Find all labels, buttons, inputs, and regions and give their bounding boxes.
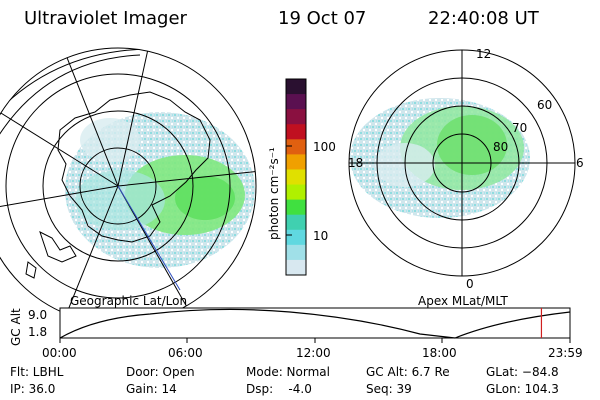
timeline-xtick-2: 12:00 [296, 346, 331, 360]
status-ip: IP: 36.0 [10, 382, 56, 396]
colorbar-band [286, 244, 306, 261]
status-filter: Flt: LBHL [10, 365, 64, 379]
colorbar-band [286, 184, 306, 201]
apex-polar-plot [348, 49, 576, 277]
timeline-ytick-bottom: 1.8 [28, 325, 48, 339]
mlat-label-80: 80 [493, 140, 509, 154]
colorbar [286, 79, 306, 276]
timeline-ytick-top: 9.0 [28, 308, 48, 322]
mlt-label-0: 0 [466, 277, 474, 291]
mlat-label-70: 70 [512, 121, 528, 135]
altitude-curve [59, 308, 571, 339]
status-gc-alt: GC Alt: 6.7 Re [366, 365, 450, 379]
timeline-xtick-0: 00:00 [42, 346, 77, 360]
mlat-label-60: 60 [537, 98, 553, 112]
geographic-caption: Geographic Lat/Lon [70, 294, 188, 308]
instrument-title: Ultraviolet Imager [24, 8, 187, 29]
mlt-label-6: 6 [576, 156, 584, 170]
colorbar-band [286, 139, 306, 155]
timeline-axis-label: GC Alt [9, 308, 23, 346]
colorbar-band [286, 199, 306, 216]
date-label: 19 Oct 07 [278, 8, 367, 29]
colorbar-band [286, 214, 306, 231]
colorbar-unit-label: photon cm⁻²s⁻¹ [267, 147, 281, 240]
status-glon: GLon: 104.3 [486, 382, 559, 396]
timeline-xtick-4: 23:59 [548, 346, 583, 360]
geographic-map [0, 48, 256, 324]
timeline-xtick-1: 06:00 [168, 346, 203, 360]
coastline [57, 91, 211, 243]
status-gain: Gain: 14 [126, 382, 177, 396]
colorbar-band [286, 229, 306, 246]
colorbar-band [286, 124, 306, 140]
colorbar-tick-100: 100 [313, 140, 336, 154]
colorbar-band [286, 94, 306, 110]
mlt-label-18: 18 [348, 156, 364, 170]
colorbar-tick-10: 10 [313, 229, 329, 243]
mlt-label-12: 12 [476, 47, 492, 61]
altitude-timeline [59, 307, 571, 343]
status-door: Door: Open [126, 365, 195, 379]
colorbar-band [286, 109, 306, 125]
colorbar-band [286, 154, 306, 170]
status-glat: GLat: −84.8 [486, 365, 559, 379]
colorbar-band [286, 79, 306, 95]
status-seq: Seq: 39 [366, 382, 412, 396]
colorbar-band [286, 169, 306, 186]
timeline-xtick-3: 18:00 [422, 346, 457, 360]
time-label: 22:40:08 UT [428, 8, 539, 29]
status-mode: Mode: Normal [246, 365, 330, 379]
apex-caption: Apex MLat/MLT [418, 294, 508, 308]
status-dsp: Dsp: -4.0 [246, 382, 312, 396]
colorbar-band [286, 259, 306, 276]
